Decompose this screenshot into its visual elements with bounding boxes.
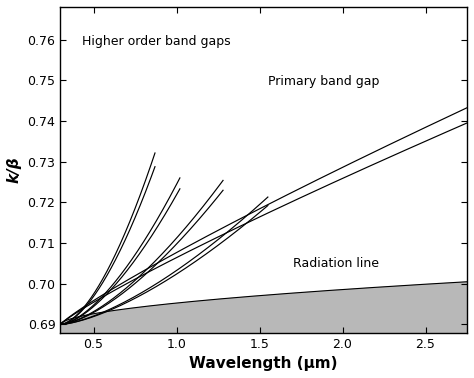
X-axis label: Wavelength (μm): Wavelength (μm) [190,356,338,371]
Text: Primary band gap: Primary band gap [268,75,379,88]
Y-axis label: k/β: k/β [7,156,22,183]
Text: Higher order band gaps: Higher order band gaps [82,35,230,48]
Text: Radiation line: Radiation line [293,257,379,270]
